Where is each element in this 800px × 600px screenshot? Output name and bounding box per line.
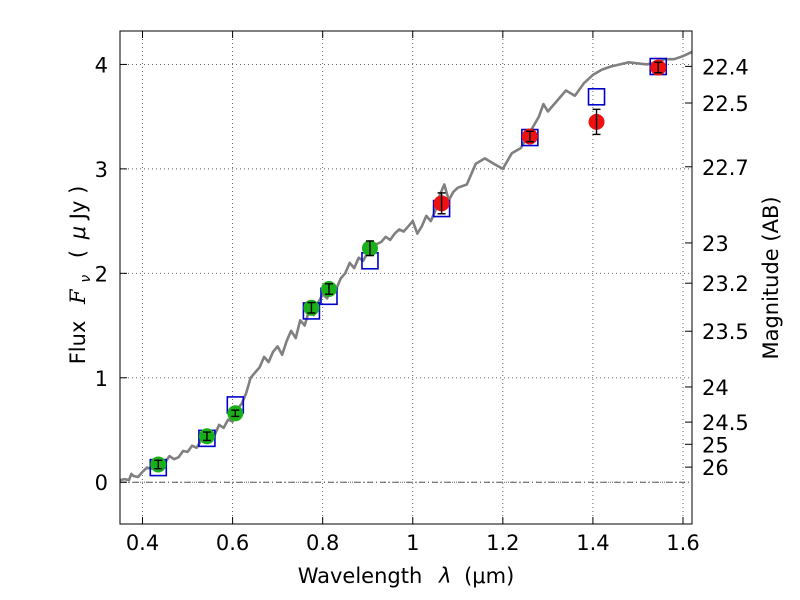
series-model-spectrum bbox=[119, 50, 693, 482]
magnitude-tick-label: 24 bbox=[702, 376, 729, 400]
plot-frame bbox=[119, 30, 693, 525]
x-axis-ticks: 0.4 0.6 0.8 1 1.2 1.4 1.6 bbox=[126, 31, 700, 555]
y-tick-label: 1 bbox=[95, 367, 108, 391]
magnitude-tick-label: 25 bbox=[702, 433, 729, 457]
y-axis-label-unit-rest: Jy ) bbox=[66, 186, 90, 222]
spectrum-line bbox=[119, 50, 693, 482]
y-axis-label-symbol: F bbox=[66, 288, 90, 305]
x-axis-label-unit: (μm) bbox=[464, 564, 514, 588]
x-axis-label-symbol: λ bbox=[438, 564, 451, 588]
magnitude-tick-label: 22.7 bbox=[702, 156, 749, 180]
magnitude-tick-label: 26 bbox=[702, 456, 729, 480]
magnitude-tick-label: 23 bbox=[702, 232, 729, 256]
magnitude-axis-label: Magnitude (AB) bbox=[759, 196, 783, 359]
y-tick-label: 3 bbox=[95, 158, 108, 182]
grid bbox=[120, 31, 692, 524]
y-axis-label-subscript: ν bbox=[78, 275, 94, 283]
y-axis-label-unit-mu: μ bbox=[66, 226, 90, 240]
magnitude-tick-label: 22.5 bbox=[702, 92, 749, 116]
series-observed-nir bbox=[433, 59, 667, 215]
model-square-marker bbox=[587, 88, 606, 106]
x-axis-label: Wavelength λ (μm) bbox=[298, 564, 515, 588]
magnitude-tick-label: 22.4 bbox=[702, 55, 749, 79]
magnitude-tick-label: 23.2 bbox=[702, 272, 749, 296]
x-axis-label-text: Wavelength bbox=[298, 564, 423, 588]
y-tick-label: 2 bbox=[95, 262, 108, 286]
y-tick-label: 4 bbox=[95, 53, 108, 77]
y-axis-label-unit-open: ( bbox=[66, 250, 90, 258]
x-tick-label: 1.6 bbox=[666, 531, 699, 555]
y-tick-label: 0 bbox=[95, 471, 108, 495]
x-tick-label: 1.2 bbox=[486, 531, 519, 555]
y-axis-label-text: Flux bbox=[66, 321, 90, 365]
x-tick-label: 1 bbox=[406, 531, 419, 555]
magnitude-tick-label: 24.5 bbox=[702, 411, 749, 435]
magnitude-tick-label: 23.5 bbox=[702, 320, 749, 344]
x-tick-label: 0.4 bbox=[126, 531, 159, 555]
x-tick-label: 0.6 bbox=[216, 531, 249, 555]
plot-series bbox=[119, 50, 693, 482]
series-observed-optical bbox=[150, 240, 378, 473]
y-axis-label: Flux F ν ( μ Jy ) bbox=[66, 186, 95, 365]
x-tick-label: 1.4 bbox=[576, 531, 609, 555]
y-axis-ticks: 0 1 2 3 4 bbox=[95, 53, 127, 495]
x-tick-label: 0.8 bbox=[306, 531, 339, 555]
